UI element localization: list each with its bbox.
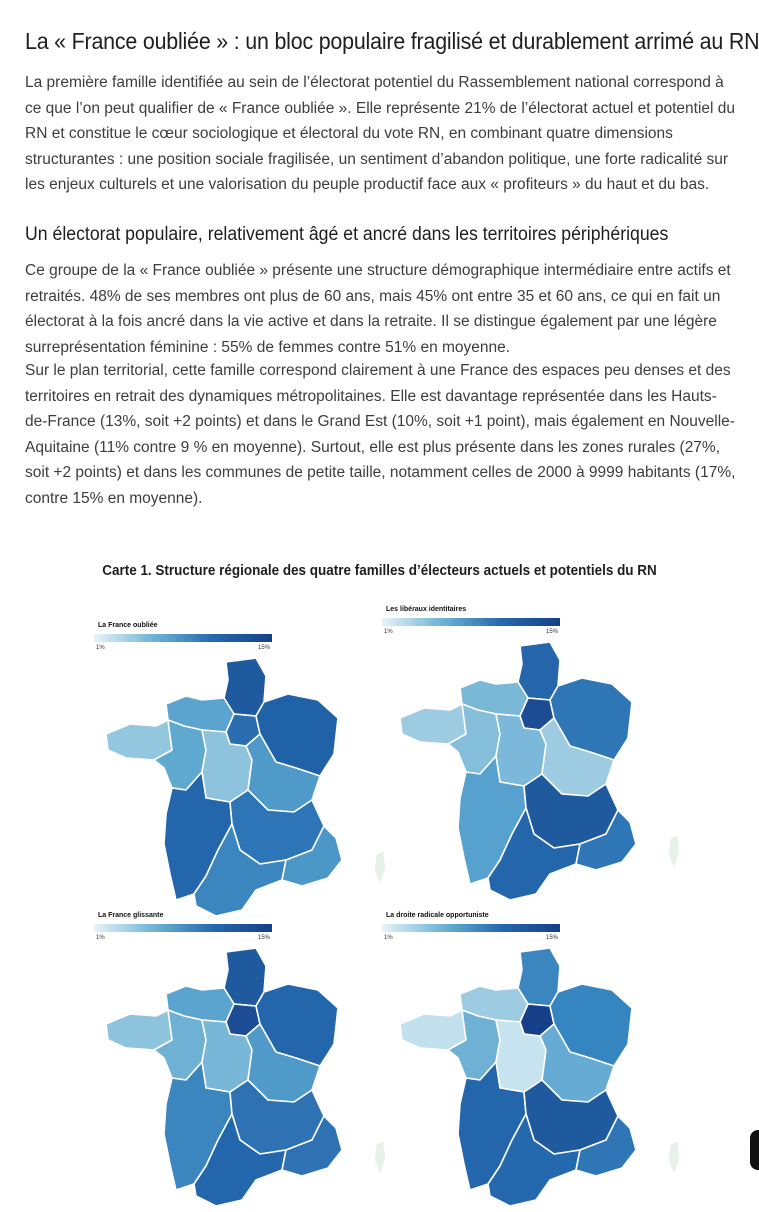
region-bre	[105, 719, 173, 761]
legend-min: 1%	[384, 629, 393, 635]
legend-bar	[382, 618, 560, 626]
region-paca	[575, 1115, 637, 1177]
map-label: La droite radicale opportuniste	[386, 912, 489, 919]
legend-min: 1%	[96, 935, 105, 941]
legend-min: 1%	[96, 645, 105, 651]
map-label: La France oubliée	[98, 622, 158, 629]
region-cor	[373, 849, 387, 887]
intro-paragraph: La première famille identifiée au sein d…	[25, 74, 736, 193]
territory-paragraph: Sur le plan territorial, cette famille c…	[25, 362, 736, 507]
legend-max: 15%	[258, 935, 271, 941]
region-bre	[399, 703, 467, 745]
legend-bar	[382, 924, 560, 932]
map-label: La France glissante	[98, 912, 164, 919]
region-paca	[575, 809, 637, 871]
legend-max: 15%	[258, 645, 271, 651]
france-map	[105, 657, 387, 917]
demographics-paragraph: Ce groupe de la « France oubliée » prése…	[25, 262, 731, 356]
side-scroll-handle[interactable]	[750, 1130, 759, 1170]
region-bre	[399, 1009, 467, 1051]
legend-max: 15%	[546, 935, 559, 941]
france-map	[399, 641, 681, 901]
france-map	[399, 947, 681, 1207]
map-panel-france-oubliee: La France oubliée 1% 15%	[94, 622, 398, 922]
legend-max: 15%	[546, 629, 559, 635]
legend-min: 1%	[384, 935, 393, 941]
region-cor	[667, 833, 681, 871]
region-paca	[281, 825, 343, 887]
legend-bar	[94, 634, 272, 642]
article-title: La « France oubliée » : un bloc populair…	[25, 28, 759, 54]
figure-title: Carte 1. Structure régionale des quatre …	[102, 563, 657, 579]
france-map	[105, 947, 387, 1207]
section-subtitle: Un électorat populaire, relativement âgé…	[25, 224, 669, 245]
region-paca	[281, 1115, 343, 1177]
region-cor	[373, 1139, 387, 1177]
region-bre	[105, 1009, 173, 1051]
map-panel-liberaux-identitaires: Les libéraux identitaires 1% 15%	[382, 606, 686, 906]
map-panel-france-glissante: La France glissante 1% 15%	[94, 912, 398, 1212]
map-label: Les libéraux identitaires	[386, 606, 467, 613]
map-panel-droite-radicale-opportuniste: La droite radicale opportuniste 1% 15%	[382, 912, 686, 1212]
region-cor	[667, 1139, 681, 1177]
legend-bar	[94, 924, 272, 932]
